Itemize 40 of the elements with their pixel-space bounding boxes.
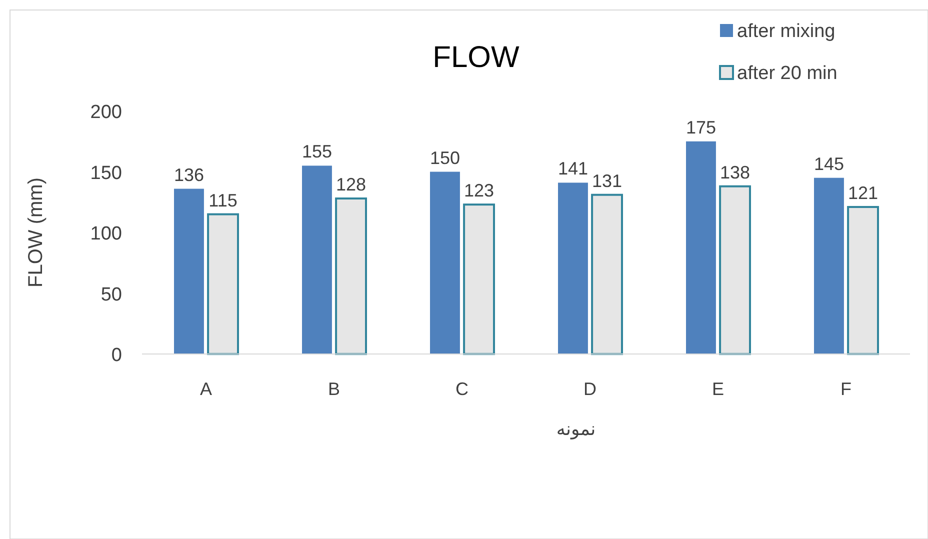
bar <box>335 197 367 355</box>
y-tick-label: 50 <box>100 284 122 306</box>
data-label: 150 <box>430 148 460 168</box>
chart-title: FLOW <box>432 41 520 74</box>
bar <box>719 185 751 355</box>
bar <box>814 178 844 354</box>
data-label: 121 <box>848 182 878 203</box>
y-tick-label: 150 <box>90 162 122 184</box>
x-tick-label: F <box>840 379 852 399</box>
y-tick-label: 200 <box>90 102 122 123</box>
data-label: 141 <box>558 158 588 179</box>
legend-label: after mixing <box>737 21 836 42</box>
bar <box>847 206 879 355</box>
bar <box>558 182 588 354</box>
y-axis-title: FLOW (mm) <box>25 178 47 288</box>
y-tick-label: 100 <box>90 224 122 244</box>
x-tick-label: B <box>328 379 340 399</box>
data-label: 123 <box>464 180 494 201</box>
data-label: 136 <box>174 164 204 185</box>
legend-label: after 20 min <box>737 63 838 84</box>
data-label: 175 <box>686 117 716 138</box>
data-label: 131 <box>592 170 622 191</box>
data-label: 128 <box>336 174 366 194</box>
y-tick-label: 0 <box>111 345 122 366</box>
data-label: 155 <box>302 142 332 162</box>
x-tick-label: A <box>200 379 212 399</box>
x-tick-label: C <box>456 379 468 399</box>
x-tick-label: E <box>712 379 724 399</box>
x-axis-title: نمونه <box>556 419 596 440</box>
bar <box>207 213 239 355</box>
data-label: 138 <box>720 162 750 182</box>
x-tick-label: D <box>584 379 596 399</box>
bar <box>591 194 623 355</box>
data-label: 115 <box>208 190 238 210</box>
bar <box>463 204 495 355</box>
bar <box>430 172 460 354</box>
bar <box>174 188 204 354</box>
bar <box>302 166 332 354</box>
data-label: 145 <box>814 154 844 174</box>
bar <box>686 141 716 354</box>
